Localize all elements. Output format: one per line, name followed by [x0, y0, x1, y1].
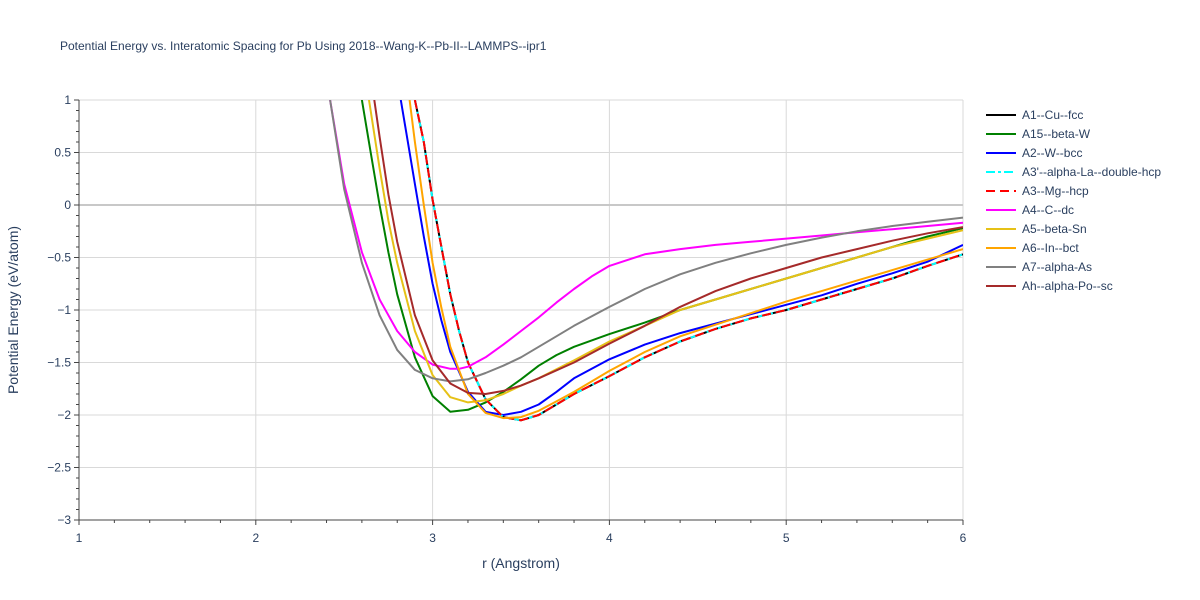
legend-item[interactable]: A2--W--bcc: [986, 146, 1082, 160]
legend-item[interactable]: A3'--alpha-La--double-hcp: [986, 165, 1161, 179]
series-line-2: [360, 100, 963, 413]
series-line-10: [373, 100, 963, 395]
series-line-8: [408, 100, 963, 420]
series-group: [329, 100, 963, 422]
y-tick-label: −2.5: [47, 461, 71, 475]
x-axis-label: r (Angstrom): [482, 555, 560, 571]
legend-label: A15--beta-W: [1022, 127, 1091, 141]
legend-item[interactable]: A1--Cu--fcc: [986, 108, 1083, 122]
legend-label: A3--Mg--hcp: [1022, 184, 1089, 198]
y-tick-label: −1.5: [47, 356, 71, 370]
axes: 1 2 3 4 5 6 1 0.5 0 −0.5 −1 −1.5 −2 −2.5 −3: [47, 93, 966, 545]
series-line-1: [413, 100, 963, 422]
legend-label: Ah--alpha-Po--sc: [1022, 279, 1113, 293]
legend-label: A5--beta-Sn: [1022, 222, 1087, 236]
chart-title: Potential Energy vs. Interatomic Spacing…: [60, 39, 547, 53]
series-line-3: [399, 100, 963, 416]
y-tick-label: −1: [57, 303, 71, 317]
legend-label: A1--Cu--fcc: [1022, 108, 1083, 122]
x-tick-label: 1: [76, 531, 83, 545]
legend-item[interactable]: A4--C--dc: [986, 203, 1074, 217]
y-axis-label: Potential Energy (eV/atom): [5, 226, 21, 394]
legend-label: A6--In--bct: [1022, 241, 1079, 255]
y-tick-label: 0.5: [54, 146, 71, 160]
legend-item[interactable]: A5--beta-Sn: [986, 222, 1087, 236]
series-line-6: [329, 100, 963, 370]
y-tick-label: −3: [57, 513, 71, 527]
legend-label: A3'--alpha-La--double-hcp: [1022, 165, 1161, 179]
series-line-5: [413, 100, 963, 422]
x-tick-label: 5: [783, 531, 790, 545]
y-tick-label: 0: [64, 198, 71, 212]
x-tick-label: 6: [960, 531, 967, 545]
legend-label: A7--alpha-As: [1022, 260, 1092, 274]
legend-label: A2--W--bcc: [1022, 146, 1082, 160]
y-tick-label: 1: [64, 93, 71, 107]
series-line-4: [413, 100, 963, 422]
legend-item[interactable]: A15--beta-W: [986, 127, 1091, 141]
grid: [79, 99, 964, 520]
x-tick-label: 4: [606, 531, 613, 545]
legend[interactable]: A1--Cu--fcc A15--beta-W A2--W--bcc A3'--alp…: [986, 108, 1161, 293]
series-line-9: [329, 100, 963, 383]
legend-item[interactable]: Ah--alpha-Po--sc: [986, 279, 1113, 293]
x-tick-label: 3: [429, 531, 436, 545]
legend-item[interactable]: A7--alpha-As: [986, 260, 1092, 274]
legend-item[interactable]: A6--In--bct: [986, 241, 1079, 255]
legend-label: A4--C--dc: [1022, 203, 1074, 217]
x-tick-label: 2: [252, 531, 259, 545]
legend-item[interactable]: A3--Mg--hcp: [986, 184, 1089, 198]
y-tick-label: −2: [57, 408, 71, 422]
y-tick-label: −0.5: [47, 251, 71, 265]
